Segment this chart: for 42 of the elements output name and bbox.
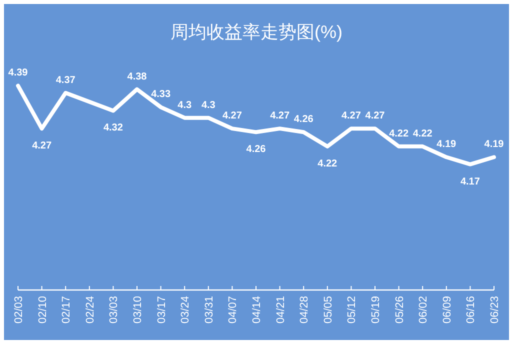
x-tick-label: 05/12 xyxy=(346,296,358,324)
data-label: 4.38 xyxy=(127,71,148,82)
x-tick-label: 02/10 xyxy=(36,296,49,324)
data-label: 4.27 xyxy=(341,110,362,122)
x-tick-label: 04/07 xyxy=(227,296,240,324)
data-label: 4.17 xyxy=(460,176,480,188)
data-label: 4.3 xyxy=(201,100,216,111)
data-label: 4.19 xyxy=(436,139,457,150)
x-tick-label: 04/14 xyxy=(251,296,263,324)
x-tick-label: 05/26 xyxy=(394,296,406,324)
x-tick-label: 02/17 xyxy=(60,296,73,324)
data-label: 4.27 xyxy=(32,140,52,152)
data-label: 4.33 xyxy=(151,89,171,100)
x-tick-label: 03/31 xyxy=(203,296,216,324)
x-tick-label: 04/28 xyxy=(298,296,311,324)
data-label: 4.27 xyxy=(222,110,242,122)
x-tick-label: 06/02 xyxy=(418,296,430,324)
x-tick-label: 02/03 xyxy=(13,296,25,324)
data-label: 4.32 xyxy=(103,122,124,134)
x-tick-label: 05/19 xyxy=(370,296,382,324)
data-label: 4.39 xyxy=(8,68,28,79)
data-label: 4.26 xyxy=(294,114,314,126)
x-tick-label: 06/09 xyxy=(441,296,454,324)
x-tick-label: 05/05 xyxy=(322,296,334,324)
x-tick-label: 03/17 xyxy=(156,296,168,324)
x-tick-label: 06/16 xyxy=(465,296,478,324)
x-tick-label: 03/10 xyxy=(132,296,144,324)
x-tick-label: 06/23 xyxy=(489,296,501,324)
data-label: 4.26 xyxy=(246,144,266,156)
data-label: 4.22 xyxy=(318,158,338,170)
data-label: 4.27 xyxy=(270,110,290,122)
data-label: 4.27 xyxy=(365,110,386,122)
data-label: 4.19 xyxy=(484,139,504,150)
chart-title: 周均收益率走势图(%) xyxy=(170,22,342,42)
x-tick-label: 04/21 xyxy=(274,296,287,324)
data-label: 4.3 xyxy=(178,100,192,111)
x-tick-label: 03/03 xyxy=(108,296,120,324)
data-label: 4.22 xyxy=(389,128,409,140)
x-tick-label: 02/24 xyxy=(84,296,96,324)
data-label: 4.22 xyxy=(412,128,433,140)
data-label: 4.37 xyxy=(56,74,76,86)
x-tick-label: 03/24 xyxy=(180,296,192,324)
